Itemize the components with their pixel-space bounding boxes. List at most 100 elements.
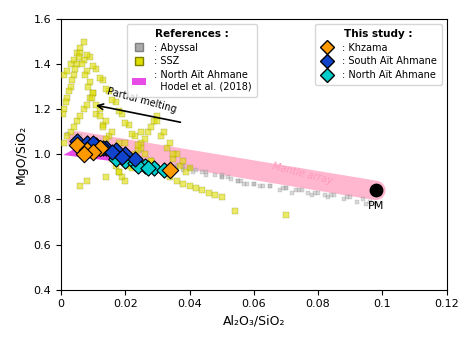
Point	[353, 199, 360, 204]
Point	[73, 143, 81, 148]
Point	[99, 77, 107, 83]
Point	[141, 163, 148, 168]
Point	[179, 158, 187, 164]
Point	[86, 95, 94, 101]
Point	[137, 140, 145, 146]
Point	[64, 131, 71, 137]
Point	[192, 167, 200, 173]
Point	[160, 170, 168, 175]
Point	[202, 172, 210, 177]
Point	[121, 152, 129, 157]
Point	[218, 174, 226, 180]
Point	[70, 136, 78, 141]
Point	[118, 154, 126, 159]
Point	[64, 68, 71, 74]
Point	[90, 64, 97, 69]
Legend: : Khzama, : South Aït Ahmane, : North Aït Ahmane: : Khzama, : South Aït Ahmane, : North Aï…	[315, 24, 442, 85]
Point	[147, 158, 155, 164]
Point	[62, 100, 70, 105]
Point	[115, 140, 123, 146]
Point	[61, 106, 68, 112]
Point	[64, 95, 71, 101]
Point	[237, 179, 245, 184]
Point	[61, 73, 68, 78]
Point	[211, 192, 219, 198]
Point	[96, 145, 103, 150]
Point	[202, 170, 210, 175]
Point	[115, 170, 123, 175]
Point	[160, 165, 168, 170]
Point	[141, 136, 148, 141]
Point	[80, 39, 87, 44]
Point	[96, 113, 103, 119]
Point	[218, 174, 226, 180]
Point	[173, 163, 181, 168]
Point	[118, 174, 126, 180]
Point	[102, 174, 110, 180]
Point	[70, 73, 78, 78]
Point	[359, 197, 367, 202]
Point	[231, 208, 238, 213]
Point	[192, 186, 200, 191]
Point	[163, 167, 171, 173]
Point	[70, 57, 78, 62]
Point	[170, 152, 177, 157]
Point	[327, 192, 335, 198]
Point	[76, 113, 84, 119]
Point	[118, 111, 126, 117]
Point	[70, 125, 78, 130]
Point	[147, 163, 155, 168]
Point	[76, 46, 84, 51]
Point	[176, 163, 184, 168]
Point	[92, 143, 100, 148]
Point	[125, 163, 132, 168]
Point	[266, 183, 273, 189]
Point	[73, 138, 81, 144]
Point	[186, 165, 193, 170]
Point	[84, 84, 92, 90]
Point	[218, 172, 226, 177]
Point	[125, 122, 132, 128]
Point	[86, 55, 94, 60]
Point	[144, 129, 152, 134]
Point	[154, 118, 161, 123]
Point	[64, 133, 71, 139]
Point	[121, 120, 129, 126]
Point	[170, 156, 177, 162]
Point	[228, 176, 235, 182]
Point	[76, 133, 84, 139]
Point	[131, 158, 139, 164]
Point	[179, 163, 187, 168]
Point	[282, 186, 290, 191]
Point	[260, 183, 267, 189]
Point	[99, 147, 107, 153]
Point	[141, 152, 148, 157]
Point	[224, 174, 232, 180]
Point	[65, 88, 73, 94]
Point	[128, 165, 136, 170]
Point	[141, 163, 148, 168]
Point	[68, 77, 76, 83]
Point	[186, 165, 193, 170]
Point	[102, 118, 110, 123]
Point	[78, 61, 86, 67]
Point	[121, 179, 129, 184]
Point	[128, 158, 136, 164]
Point	[105, 152, 113, 157]
Point	[99, 145, 107, 150]
Point	[366, 199, 374, 204]
Point	[234, 179, 242, 184]
Point	[157, 133, 164, 139]
Point	[199, 188, 206, 193]
Point	[83, 52, 91, 58]
Point	[166, 140, 174, 146]
Point	[109, 156, 116, 162]
Point	[109, 149, 116, 155]
Point	[205, 190, 213, 196]
Point	[76, 50, 84, 56]
Point	[137, 145, 145, 150]
Point	[372, 201, 380, 207]
Point	[86, 80, 94, 85]
Point	[61, 140, 68, 146]
Point	[163, 145, 171, 150]
